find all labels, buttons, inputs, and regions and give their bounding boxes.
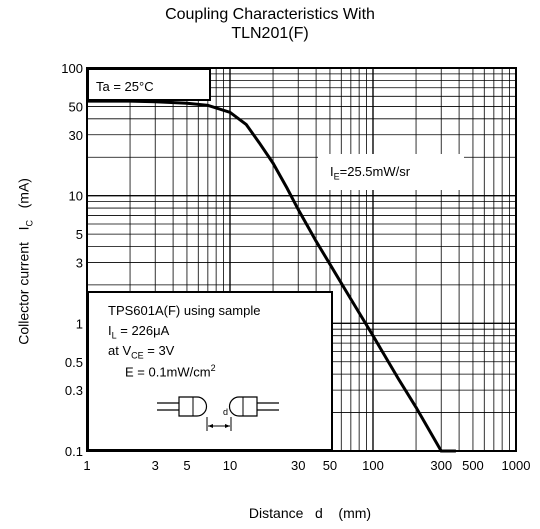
series-line	[87, 99, 456, 453]
cond-vce-value: = 3V	[143, 343, 175, 358]
x-tick-label: 30	[291, 458, 305, 473]
y-tick-labels: 100 50 30 10 5 3 1 0.5 0.3 0.1	[61, 61, 83, 459]
cond-line3: at VCE = 3V	[108, 343, 174, 361]
ie-symbol: I	[330, 164, 334, 179]
x-tick-label: 500	[462, 458, 484, 473]
ta-annotation-box: Ta = 25°C	[87, 68, 211, 101]
y-tick-label: 0.3	[65, 383, 83, 398]
y-tick-label: 50	[69, 99, 83, 114]
y-tick-label: 5	[76, 227, 83, 242]
cond-il-value: = 226μA	[116, 323, 170, 338]
cond-vce-sub: CE	[131, 350, 144, 361]
y-tick-label: 10	[69, 189, 83, 204]
x-tick-label: 100	[362, 458, 384, 473]
x-axis-label: Distance d (mm)	[248, 505, 372, 521]
distance-d-label: d	[223, 407, 229, 417]
ie-symbol-sub: E	[333, 171, 340, 182]
y-tick-label: 100	[61, 61, 83, 76]
cond-line4: E = 0.1mW/cm2	[125, 363, 216, 379]
x-tick-label: 5	[183, 458, 190, 473]
y-axis-symbol: I	[15, 226, 32, 231]
x-tick-label: 1	[83, 458, 90, 473]
x-tick-label: 10	[223, 458, 237, 473]
cond-il-symbol: I	[108, 323, 112, 338]
y-tick-label: 30	[69, 128, 83, 143]
emitter-detector-diagram	[157, 396, 279, 431]
y-tick-label: 1	[76, 316, 83, 331]
y-axis-unit: (mA)	[15, 178, 32, 209]
cond-line1: TPS601A(F) using sample	[108, 303, 261, 318]
ie-value: =25.5mW/sr	[339, 164, 411, 179]
y-tick-label: 0.1	[65, 444, 83, 459]
plot-frame	[86, 67, 517, 452]
ie-annotation-box: IE=25.5mW/sr	[318, 154, 464, 190]
y-tick-label: 3	[76, 255, 83, 270]
cond-vce-prefix: at V	[108, 343, 132, 358]
ie-label: IE=25.5mW/sr	[330, 164, 410, 182]
conditions-box: TPS601A(F) using sample IL = 226μA at VC…	[87, 291, 333, 451]
cond-e-prefix: E = 0.1mW/cm	[125, 364, 211, 380]
ta-label: Ta = 25°C	[96, 79, 154, 94]
y-axis-symbol-sub: C	[24, 220, 35, 227]
x-tick-label: 50	[323, 458, 337, 473]
y-axis-label-text: Collector current	[15, 242, 32, 345]
cond-il-sub: L	[111, 330, 117, 341]
x-tick-label: 1000	[502, 458, 531, 473]
chart-title-line1: Coupling Characteristics With	[165, 6, 375, 23]
cond-line2: IL = 226μA	[108, 323, 169, 341]
x-tick-label: 3	[152, 458, 159, 473]
x-tick-labels: 1 3 5 10 30 50 100 300 500 1000	[83, 458, 530, 473]
cond-e-sup: 2	[210, 363, 216, 373]
chart-title-line2: TLN201(F)	[231, 25, 309, 42]
y-axis-label: Collector current IC (mA)	[16, 126, 35, 396]
x-tick-label: 300	[430, 458, 452, 473]
y-tick-label: 0.5	[65, 355, 83, 370]
